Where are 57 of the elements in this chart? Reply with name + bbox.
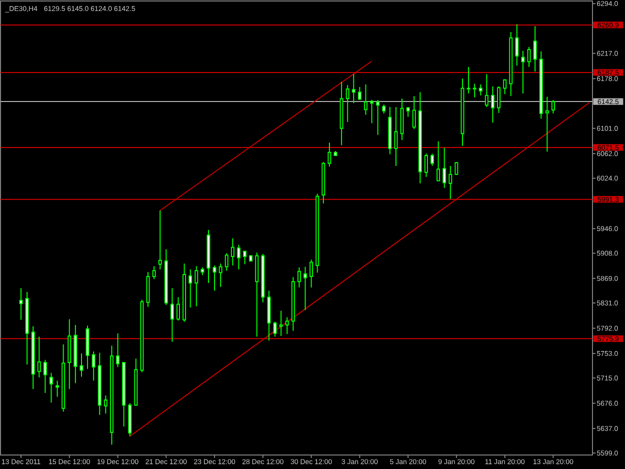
candlestick — [37, 336, 41, 378]
candlestick — [551, 99, 555, 114]
candlestick — [19, 288, 23, 320]
candlestick — [56, 380, 60, 398]
candlestick — [80, 352, 84, 378]
candlestick — [92, 351, 96, 382]
candlestick — [303, 266, 307, 311]
candlestick — [376, 99, 380, 136]
candlestick — [478, 84, 482, 96]
candlestick — [454, 162, 458, 176]
candlestick — [382, 104, 386, 114]
candlestick — [188, 268, 192, 308]
candlestick — [194, 266, 198, 307]
candlestick — [279, 310, 283, 336]
candlestick — [43, 359, 47, 394]
candlestick — [176, 296, 180, 321]
candlestick — [448, 165, 452, 200]
candlestick — [466, 66, 470, 94]
candlestick — [346, 84, 350, 122]
candlestick — [442, 147, 446, 188]
candlestick — [533, 26, 537, 72]
candlestick — [370, 99, 374, 124]
candlestick — [104, 394, 108, 414]
candlestick — [436, 140, 440, 182]
candlestick — [236, 244, 240, 270]
candlestick — [297, 266, 301, 288]
candlestick — [218, 263, 222, 288]
candlestick — [545, 96, 549, 152]
candlestick — [521, 50, 525, 94]
candlestick — [364, 84, 368, 116]
candlestick — [230, 238, 234, 266]
candlestick — [273, 321, 277, 338]
candlestick — [497, 86, 501, 114]
candlestick — [412, 96, 416, 130]
candlestick — [406, 106, 410, 118]
candlestick — [490, 86, 494, 124]
candlestick — [424, 153, 428, 178]
candlestick — [170, 288, 174, 342]
candlestick — [49, 372, 53, 404]
candlestick — [310, 259, 314, 288]
candlestick — [358, 86, 362, 100]
candlestick — [352, 74, 356, 104]
candlestick — [243, 250, 247, 265]
candlestick — [515, 24, 519, 66]
candlestick — [484, 74, 488, 108]
candlestick — [116, 332, 120, 368]
candlestick — [394, 106, 398, 166]
candlestick — [430, 153, 434, 166]
candlestick — [158, 210, 162, 270]
candlestick — [527, 46, 531, 68]
candlestick — [224, 252, 228, 272]
candlestick — [152, 266, 156, 280]
candlestick — [503, 78, 507, 95]
candlestick — [328, 142, 332, 168]
candlestick — [212, 264, 216, 292]
candlestick — [285, 316, 289, 335]
candlestick — [472, 83, 476, 98]
